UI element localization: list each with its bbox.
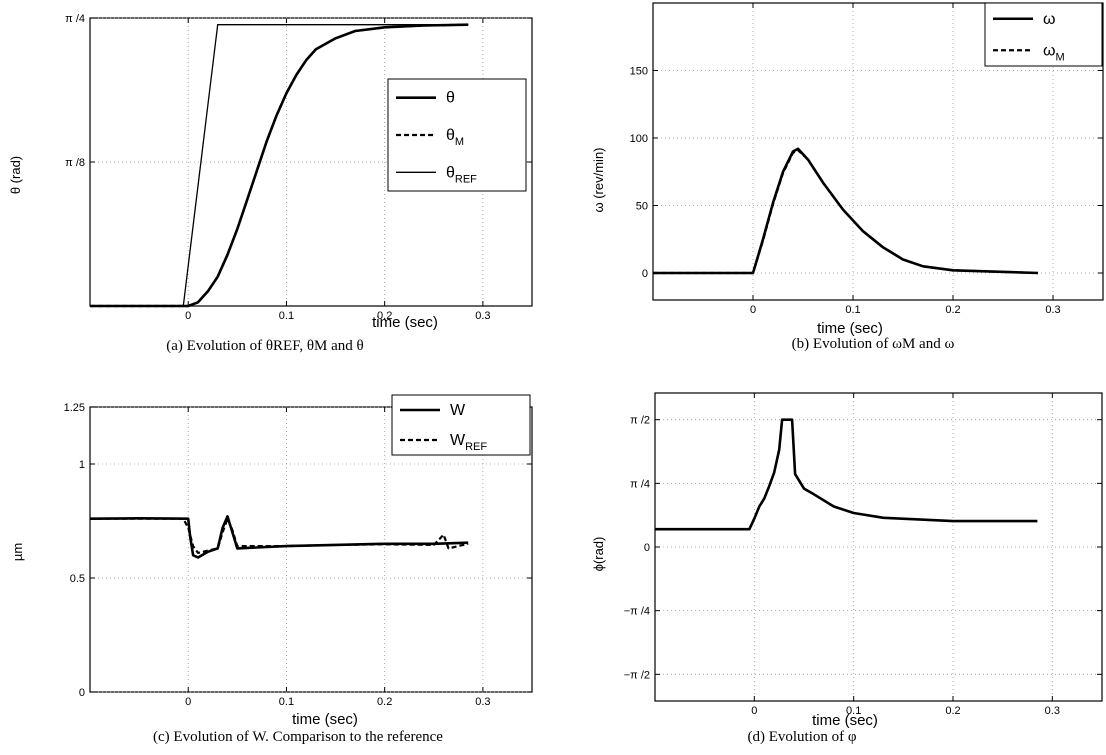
y-tick-label: 150 [630, 66, 648, 78]
y-tick-label: π /4 [630, 478, 650, 490]
plot-frame [654, 392, 1103, 702]
legend-label: ω [1043, 11, 1056, 28]
x-tick-label: 0.3 [475, 310, 490, 322]
y-tick-label: −π /4 [624, 606, 650, 618]
series-line-0 [655, 418, 1038, 531]
y-tick-label: 1.25 [64, 402, 85, 414]
legend-label-subscript: M [1056, 51, 1065, 63]
series-line-1 [90, 23, 469, 308]
series-line-1 [653, 149, 1039, 275]
x-tick-label: 0 [185, 310, 191, 322]
caption: (a) Evolution of θREF, θM and θ [166, 338, 363, 354]
x-tick-label: 0 [750, 304, 756, 316]
y-axis-label: ω (rev/min) [591, 147, 606, 212]
legend-label-subscript: M [455, 136, 464, 148]
x-tick-label: 0 [751, 705, 757, 717]
chart-a: 0 0.1 0.2 0.3 π /8 π /4 time (sec) θ (rad) (a) E… [8, 13, 533, 354]
x-tick-label: 0.1 [279, 310, 294, 322]
y-tick-label: π /8 [65, 157, 85, 169]
x-axis-label: time (sec) [292, 711, 358, 728]
x-axis-label: time (sec) [812, 712, 878, 729]
series-line-2 [182, 24, 469, 307]
y-axis-label: µm [10, 543, 25, 561]
y-tick-label: π /2 [630, 415, 650, 427]
x-axis-label: time (sec) [372, 314, 438, 331]
x-tick-label: 0.2 [377, 310, 392, 322]
caption: (d) Evolution of φ [747, 729, 856, 745]
x-tick-label: 0 [185, 696, 191, 708]
y-tick-label: 1 [79, 459, 85, 471]
x-tick-label: 0.3 [475, 696, 490, 708]
legend-label: θ [446, 90, 455, 107]
chart-c: 0 0.1 0.2 0.3 0 0.5 1 1.25 time (sec) µm (c) Evolu… [10, 394, 533, 745]
chart-b: 0 0.1 0.2 0.3 0 50 100 150 time (sec) ω (rev/min)… [591, 2, 1104, 352]
legend-box [984, 2, 1103, 67]
y-tick-label: π /4 [65, 13, 85, 25]
y-tick-label: −π /2 [624, 669, 650, 681]
y-tick-label: 0 [79, 687, 85, 699]
legend-label: W [450, 402, 466, 419]
series-line-1 [90, 517, 469, 555]
legend: ωωM [984, 2, 1103, 67]
x-tick-label: 0.3 [1045, 304, 1060, 316]
legend-label-subscript: REF [465, 441, 487, 453]
x-axis-label: time (sec) [817, 320, 883, 337]
y-tick-label: 0 [642, 268, 648, 280]
y-tick-label: 0 [644, 542, 650, 554]
x-tick-label: 0.3 [1045, 705, 1060, 717]
y-tick-label: 100 [630, 133, 648, 145]
x-tick-label: 0.1 [845, 304, 860, 316]
caption: (b) Evolution of ωM and ω [792, 336, 955, 352]
x-tick-label: 0.2 [945, 304, 960, 316]
y-axis-label: θ (rad) [8, 156, 23, 194]
legend-label-subscript: REF [455, 173, 477, 185]
x-tick-label: 0.1 [279, 696, 294, 708]
x-tick-label: 0.2 [945, 705, 960, 717]
y-tick-label: 0.5 [70, 573, 85, 585]
chart-d: 0 0.1 0.2 0.3 −π /2 −π /4 0 π /4 π /2 time (sec) ϕ… [591, 392, 1103, 745]
y-tick-label: 50 [636, 201, 648, 213]
x-tick-label: 0.1 [846, 705, 861, 717]
caption: (c) Evolution of W. Comparison to the re… [153, 729, 443, 745]
x-tick-label: 0.2 [377, 696, 392, 708]
legend-box [391, 394, 531, 456]
y-axis-label: ϕ(rad) [591, 537, 606, 572]
